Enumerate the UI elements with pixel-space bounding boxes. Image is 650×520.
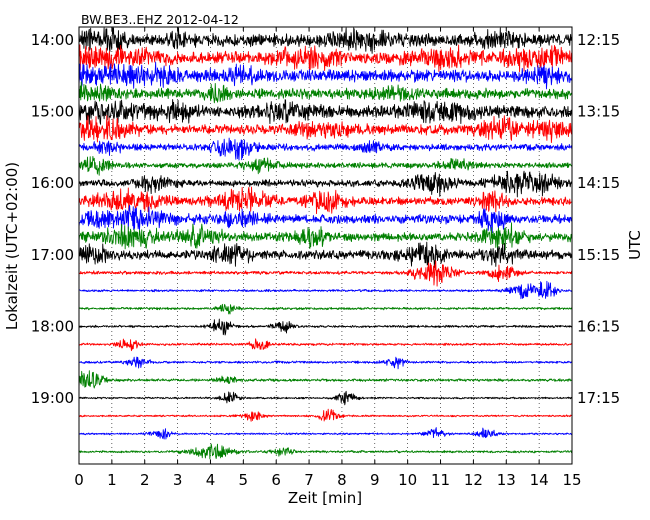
tick-layer: 0 1 2 3 4 5 6 7 8 9 10 11 12 13 14 1514:0015:0016:0017:…: [31, 27, 620, 489]
y-tick-label-left: 16:00: [31, 174, 74, 192]
trace-row-1700: [78, 241, 573, 268]
trace-layer: [78, 27, 573, 460]
y-axis-label-right: UTC: [626, 230, 644, 260]
x-tick-label: 0: [74, 471, 84, 489]
y-tick-label-right: 14:15: [577, 174, 620, 192]
y-tick-label-left: 19:00: [31, 389, 74, 407]
y-axis-label-left: Lokalzeit (UTC+02:00): [3, 162, 21, 330]
trace-row-1715: [78, 260, 573, 287]
y-tick-label-right: 17:15: [577, 389, 620, 407]
trace-row-1545: [78, 155, 573, 176]
trace-row-1800: [78, 318, 572, 336]
trace-row-1730: [78, 280, 573, 300]
chart-title: BW.BE3..EHZ 2012-04-12: [81, 12, 239, 27]
trace-row-1630: [78, 205, 573, 234]
y-tick-label-right: 13:15: [577, 103, 620, 121]
y-tick-label-left: 15:00: [31, 103, 74, 121]
y-tick-label-left: 17:00: [31, 246, 74, 264]
x-tick-label: 7: [304, 471, 314, 489]
y-tick-label-left: 14:00: [31, 31, 74, 49]
x-tick-label: 3: [173, 471, 183, 489]
trace-row-1600: [78, 170, 573, 198]
x-tick-label: 6: [271, 471, 281, 489]
y-tick-label-right: 15:15: [577, 246, 620, 264]
trace-row-1430: [78, 61, 573, 90]
trace-row-1415: [78, 44, 573, 73]
trace-row-1745: [78, 303, 573, 315]
x-tick-label: 5: [239, 471, 249, 489]
x-tick-label: 14: [530, 471, 549, 489]
trace-row-1900: [78, 390, 573, 406]
y-tick-label-right: 16:15: [577, 317, 620, 335]
trace-row-1930: [78, 427, 573, 440]
trace-row-1400: [78, 27, 573, 54]
trace-row-1445: [78, 81, 573, 104]
x-tick-label: 1: [107, 471, 117, 489]
x-tick-label: 8: [337, 471, 347, 489]
trace-row-1915: [78, 408, 573, 422]
trace-row-1645: [78, 222, 573, 251]
trace-row-1845: [78, 370, 573, 389]
trace-row-1830: [78, 356, 573, 370]
trace-row-1515: [78, 115, 573, 144]
trace-row-1500: [78, 99, 573, 125]
x-tick-label: 9: [370, 471, 380, 489]
x-axis-label: Zeit [min]: [288, 489, 362, 507]
y-tick-label-left: 18:00: [31, 317, 74, 335]
plot-frame: [78, 26, 573, 465]
trace-row-1615: [78, 186, 573, 215]
x-tick-label: 10: [398, 471, 417, 489]
x-tick-label: 15: [562, 471, 581, 489]
trace-row-1530: [78, 137, 573, 161]
x-tick-label: 12: [464, 471, 483, 489]
x-tick-label: 13: [497, 471, 516, 489]
y-tick-label-right: 12:15: [577, 31, 620, 49]
x-tick-label: 4: [206, 471, 216, 489]
x-tick-label: 2: [140, 471, 150, 489]
trace-row-1815: [78, 338, 573, 352]
trace-row-1945: [78, 443, 573, 460]
x-tick-label: 11: [431, 471, 450, 489]
